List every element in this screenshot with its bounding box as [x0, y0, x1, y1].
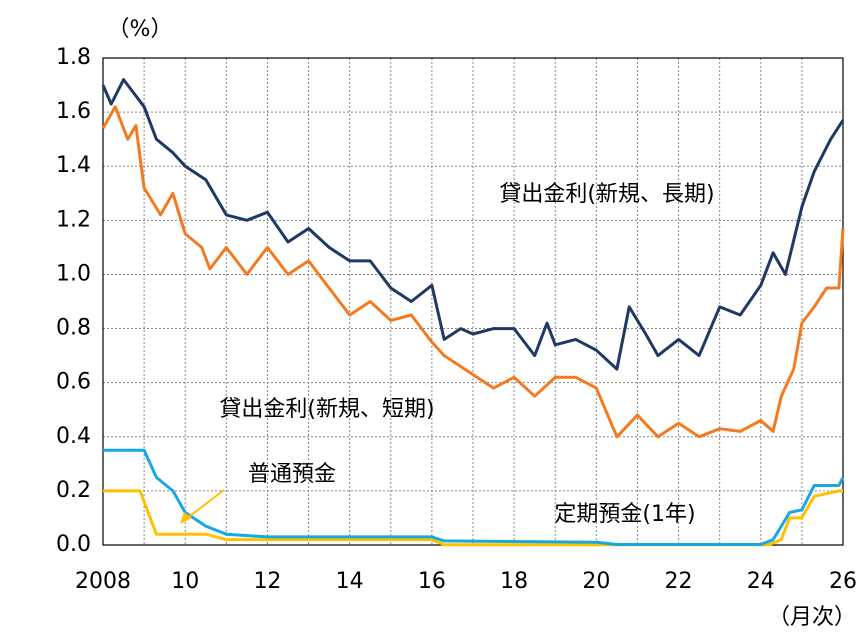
y-tick-label: 0.6: [56, 370, 91, 395]
annotation-arrow: [185, 489, 225, 520]
x-tick-label: 16: [418, 569, 446, 594]
y-tick-label: 1.4: [56, 153, 91, 178]
x-tick-label: 12: [253, 569, 281, 594]
x-tick-label: 24: [747, 569, 775, 594]
y-tick-label: 1.2: [56, 207, 91, 232]
y-tick-label: 0.2: [56, 478, 91, 503]
x-tick-label: 14: [336, 569, 364, 594]
x-tick-label: 10: [171, 569, 199, 594]
series-line: [103, 489, 843, 547]
x-tick-label: 22: [665, 569, 693, 594]
x-tick-label: 18: [500, 569, 528, 594]
x-tick-label: 26: [829, 569, 857, 594]
y-tick-label: 0.4: [56, 424, 91, 449]
series-label: 普通預金: [248, 462, 336, 487]
series-label: 定期預金(1年): [554, 502, 695, 527]
y-tick-label: 0.8: [56, 316, 91, 341]
y-tick-label: 1.8: [56, 45, 91, 70]
series-label: 貸出金利(新規、短期): [219, 397, 434, 422]
y-tick-label: 1.6: [56, 99, 91, 124]
x-unit-label: （月次）: [768, 605, 856, 630]
series-line: [101, 105, 845, 439]
y-unit-label: （%）: [108, 17, 173, 42]
annotation-arrowhead: [180, 512, 192, 524]
y-tick-label: 0.0: [56, 532, 91, 557]
series-line: [101, 78, 845, 371]
x-tick-label: 2008: [75, 569, 131, 594]
series-label: 貸出金利(新規、長期): [499, 182, 714, 207]
y-tick-label: 1.0: [56, 261, 91, 286]
x-tick-label: 20: [582, 569, 610, 594]
series-line: [103, 448, 845, 546]
